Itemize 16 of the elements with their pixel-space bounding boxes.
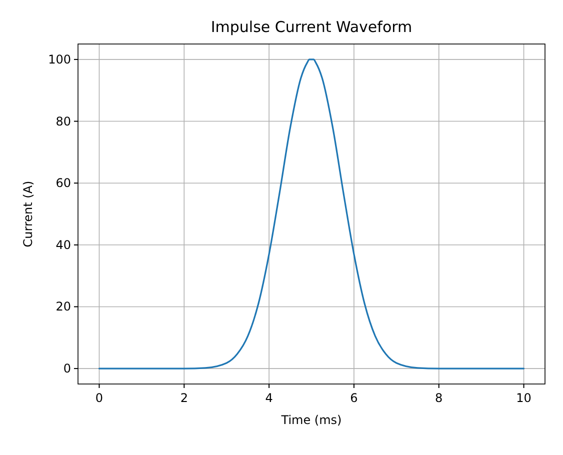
y-tick-label: 0 [63, 362, 71, 376]
x-tick-label: 2 [180, 391, 188, 405]
x-axis-title: Time (ms) [280, 413, 342, 427]
x-tick-label: 4 [265, 391, 273, 405]
line-series [98, 58, 525, 370]
y-tick-label: 80 [56, 114, 71, 128]
x-tick-label: 0 [95, 391, 104, 405]
y-tick-label: 40 [56, 238, 71, 252]
x-tick-label: 6 [350, 391, 358, 405]
x-tick-label: 10 [516, 391, 532, 405]
y-axis-title: Current (A) [21, 180, 35, 248]
y-tick-label: 60 [56, 176, 71, 190]
chart-title: Impulse Current Waveform [210, 18, 412, 36]
x-tick-label: 8 [435, 391, 443, 405]
y-tick-label: 20 [56, 300, 71, 314]
y-tick-label: 100 [48, 52, 71, 66]
